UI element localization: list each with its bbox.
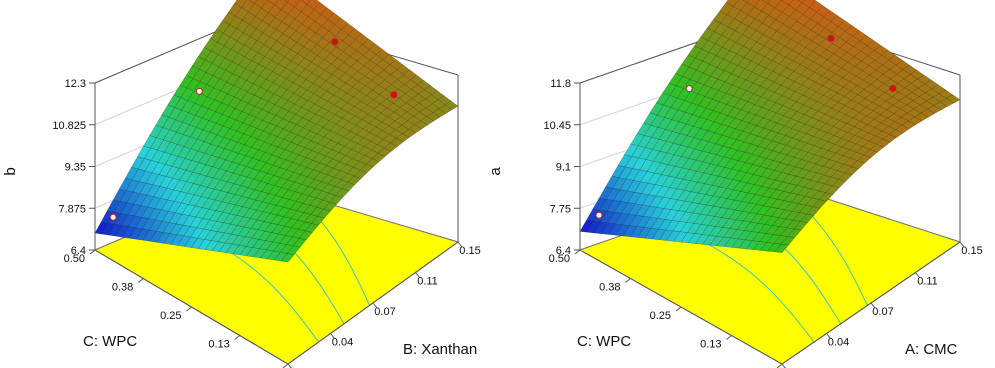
z-tick-label: 6.4 bbox=[71, 245, 86, 257]
y-tick-mark bbox=[776, 363, 783, 368]
y-tick-mark bbox=[234, 335, 241, 340]
response-surface bbox=[94, 0, 459, 263]
design-point-marker bbox=[827, 34, 835, 42]
y-axis-label: C: WPC bbox=[577, 333, 631, 350]
x-tick-label: 0.15 bbox=[961, 245, 982, 257]
x-tick-label: 0.11 bbox=[917, 276, 938, 288]
design-point-marker bbox=[195, 87, 203, 95]
design-point-marker bbox=[889, 85, 897, 93]
x-tick-label: 0.15 bbox=[459, 245, 480, 257]
x-tick-label: 0.07 bbox=[872, 306, 893, 318]
z-tick-label: 7.875 bbox=[58, 203, 86, 215]
y-tick-label: 0.25 bbox=[650, 310, 671, 322]
z-tick-label: 7.75 bbox=[550, 203, 571, 215]
z-tick-label: 9.35 bbox=[65, 162, 86, 174]
y-axis-label: C: WPC bbox=[83, 333, 137, 350]
design-point-marker bbox=[109, 213, 117, 221]
x-tick-label: 0.04 bbox=[828, 337, 849, 349]
x-axis-label: A: CMC bbox=[905, 341, 958, 358]
x-tick-mark bbox=[870, 302, 876, 309]
x-tick-mark bbox=[457, 241, 463, 248]
z-tick-label: 10.825 bbox=[52, 120, 86, 132]
z-tick-label: 9.1 bbox=[556, 162, 571, 174]
x-tick-mark bbox=[781, 363, 786, 368]
y-tick-mark bbox=[675, 306, 682, 312]
y-tick-label: 0.50 bbox=[64, 253, 85, 265]
y-tick-label: 0.13 bbox=[700, 339, 721, 351]
x-tick-mark bbox=[372, 302, 378, 309]
x-tick-mark bbox=[415, 272, 420, 278]
y-tick-mark bbox=[726, 335, 732, 340]
z-tick-label: 12.3 bbox=[65, 78, 86, 90]
z-tick-label: 11.8 bbox=[550, 78, 571, 90]
z-axis-label: a bbox=[487, 167, 504, 176]
design-point-marker bbox=[390, 91, 398, 99]
x-tick-mark bbox=[330, 333, 335, 339]
x-tick-label: 0.04 bbox=[332, 337, 353, 349]
x-tick-label: 0.11 bbox=[417, 276, 438, 288]
y-tick-label: 0.38 bbox=[112, 282, 133, 294]
x-tick-mark bbox=[959, 241, 965, 248]
x-tick-mark bbox=[915, 272, 920, 278]
y-tick-mark bbox=[137, 278, 144, 283]
y-tick-label: 0.50 bbox=[549, 253, 570, 265]
x-axis-label: B: Xanthan bbox=[403, 341, 477, 358]
z-tick-label: 6.4 bbox=[556, 245, 571, 257]
design-point-marker bbox=[685, 85, 693, 93]
x-tick-mark bbox=[287, 363, 292, 368]
y-tick-label: 0.38 bbox=[599, 282, 620, 294]
y-tick-label: 0.25 bbox=[160, 310, 181, 322]
design-point-marker bbox=[595, 211, 603, 219]
surface-plot-right: 11.810.459.17.756.40.000.040.070.110.150… bbox=[487, 0, 983, 368]
design-point-marker bbox=[331, 38, 339, 46]
z-tick-label: 10.45 bbox=[543, 120, 571, 132]
response-surface bbox=[579, 0, 961, 253]
surface-plot-left: 12.310.8259.357.8756.40.000.040.070.110.… bbox=[2, 0, 481, 368]
y-tick-mark bbox=[282, 363, 289, 368]
x-tick-mark bbox=[826, 333, 831, 339]
z-axis-label: b bbox=[2, 167, 19, 175]
y-tick-mark bbox=[625, 278, 631, 283]
y-tick-mark bbox=[574, 249, 581, 255]
y-tick-mark bbox=[186, 306, 192, 312]
x-tick-label: 0.07 bbox=[374, 306, 395, 318]
y-tick-label: 0.13 bbox=[208, 339, 229, 351]
y-tick-mark bbox=[89, 249, 96, 255]
